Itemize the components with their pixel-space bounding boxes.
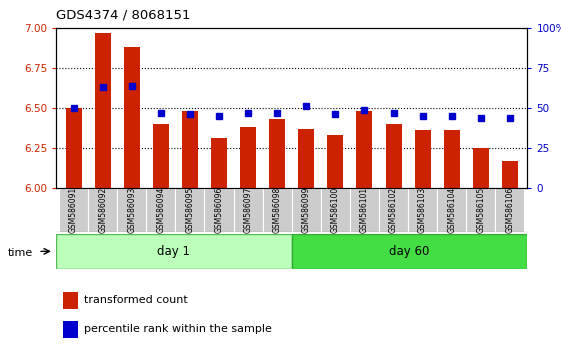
- Bar: [292, 188, 321, 232]
- Bar: [437, 188, 466, 232]
- Bar: [56, 234, 292, 269]
- Text: GSM586102: GSM586102: [389, 187, 398, 233]
- Text: GSM586092: GSM586092: [98, 187, 107, 233]
- Text: day 1: day 1: [158, 245, 190, 258]
- Bar: [124, 47, 140, 188]
- Bar: [263, 188, 292, 232]
- Text: GSM586106: GSM586106: [505, 187, 514, 233]
- Bar: [95, 33, 111, 188]
- Bar: [182, 111, 198, 188]
- Bar: [408, 188, 437, 232]
- Text: GSM586100: GSM586100: [331, 187, 340, 233]
- Text: day 60: day 60: [389, 245, 430, 258]
- Bar: [321, 188, 350, 232]
- Bar: [298, 129, 314, 188]
- Bar: [204, 188, 233, 232]
- Bar: [385, 124, 402, 188]
- Bar: [379, 188, 408, 232]
- Bar: [233, 188, 263, 232]
- Text: percentile rank within the sample: percentile rank within the sample: [84, 325, 272, 335]
- Text: GSM586101: GSM586101: [360, 187, 369, 233]
- Text: time: time: [7, 248, 33, 258]
- Text: transformed count: transformed count: [84, 295, 188, 305]
- Bar: [146, 188, 176, 232]
- Text: GSM586105: GSM586105: [476, 187, 485, 233]
- Bar: [211, 138, 227, 188]
- Bar: [63, 292, 78, 309]
- Text: GDS4374 / 8068151: GDS4374 / 8068151: [56, 9, 191, 22]
- Bar: [59, 188, 88, 232]
- Bar: [66, 108, 81, 188]
- Bar: [63, 321, 78, 338]
- Bar: [88, 188, 117, 232]
- Text: GSM586091: GSM586091: [69, 187, 78, 233]
- Bar: [350, 188, 379, 232]
- Text: GSM586096: GSM586096: [214, 187, 223, 233]
- Bar: [356, 111, 373, 188]
- Text: GSM586097: GSM586097: [243, 187, 252, 233]
- Bar: [240, 127, 256, 188]
- Text: GSM586099: GSM586099: [302, 187, 311, 233]
- Bar: [269, 119, 285, 188]
- Bar: [466, 188, 495, 232]
- Bar: [473, 148, 489, 188]
- Bar: [117, 188, 146, 232]
- Bar: [292, 234, 527, 269]
- Bar: [502, 161, 518, 188]
- Bar: [444, 130, 459, 188]
- Bar: [153, 124, 169, 188]
- Text: GSM586098: GSM586098: [273, 187, 282, 233]
- Text: GSM586104: GSM586104: [447, 187, 456, 233]
- Bar: [176, 188, 204, 232]
- Bar: [495, 188, 525, 232]
- Text: GSM586103: GSM586103: [418, 187, 427, 233]
- Text: GSM586095: GSM586095: [185, 187, 195, 233]
- Text: GSM586093: GSM586093: [127, 187, 136, 233]
- Text: GSM586094: GSM586094: [157, 187, 165, 233]
- Bar: [415, 130, 431, 188]
- Bar: [328, 135, 343, 188]
